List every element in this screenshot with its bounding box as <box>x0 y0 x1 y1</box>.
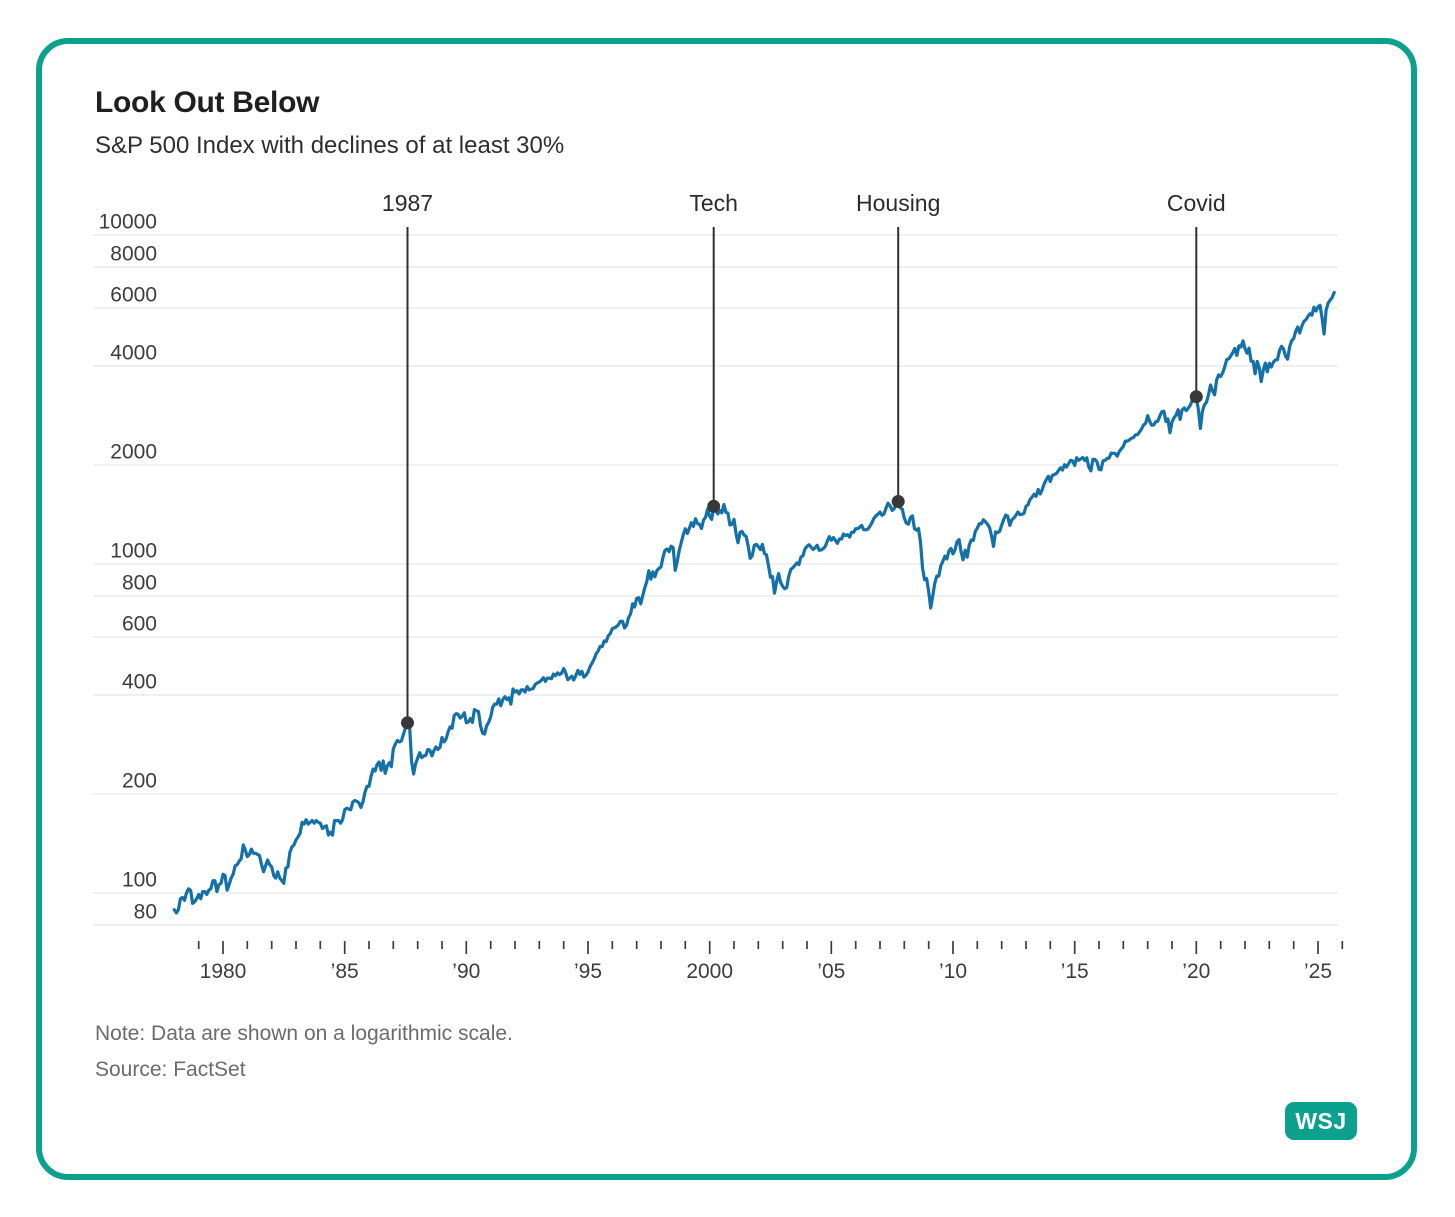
wsj-logo: WSJ <box>1285 1102 1357 1140</box>
x-axis-label: ’85 <box>331 960 359 983</box>
y-axis-label: 2000 <box>110 441 157 464</box>
y-axis-label: 800 <box>122 571 157 594</box>
annotation-layer: 1987 Tech Housing Covid <box>382 190 1226 730</box>
crash-peak-marker <box>401 716 414 730</box>
chart-note: Note: Data are shown on a logarithmic sc… <box>95 1022 513 1045</box>
y-axis-label: 10000 <box>99 211 157 234</box>
sp500-price-line <box>172 290 1336 915</box>
x-axis-label: ’10 <box>939 960 967 983</box>
y-axis-label: 600 <box>122 613 157 636</box>
y-axis-label: 100 <box>122 869 157 892</box>
crash-peak-marker <box>891 495 905 508</box>
y-axis-label: 80 <box>134 900 157 923</box>
y-axis-label: 4000 <box>110 341 157 364</box>
x-axis-label: ’05 <box>817 960 845 983</box>
y-axis-label: 200 <box>122 770 157 793</box>
crash-annotation-label: Housing <box>856 190 940 216</box>
x-axis-label: ’20 <box>1182 960 1210 983</box>
x-axis-layer: 1980 ’85 ’90 ’95 2000 ’05 ’10 ’15 ’20 ’25 <box>197 941 1344 983</box>
chart-card-border <box>36 38 1417 1180</box>
x-axis-label: ’25 <box>1304 960 1332 983</box>
y-axis-label: 400 <box>122 670 157 693</box>
crash-annotation-label: Covid <box>1167 190 1226 216</box>
grid-layer: 10000 8000 6000 4000 2000 1000 800 600 400 200 100… <box>93 211 1338 926</box>
x-axis-label: 1980 <box>200 960 247 983</box>
chart-title: Look Out Below <box>95 86 320 119</box>
crash-peak-marker <box>707 499 721 513</box>
x-axis-label: ’15 <box>1061 960 1089 983</box>
crash-annotation-label: Tech <box>689 190 738 216</box>
x-axis-label: ’95 <box>574 960 602 983</box>
x-axis-label: ’90 <box>452 960 480 983</box>
y-axis-label: 8000 <box>110 242 157 265</box>
crash-peak-marker <box>1189 390 1203 404</box>
y-axis-label: 6000 <box>110 284 157 307</box>
y-axis-label: 1000 <box>110 540 157 563</box>
x-axis-label: 2000 <box>686 960 733 983</box>
crash-annotation-label: 1987 <box>382 190 433 216</box>
chart-source: Source: FactSet <box>95 1058 246 1081</box>
chart-subtitle: S&P 500 Index with declines of at least … <box>95 132 565 159</box>
